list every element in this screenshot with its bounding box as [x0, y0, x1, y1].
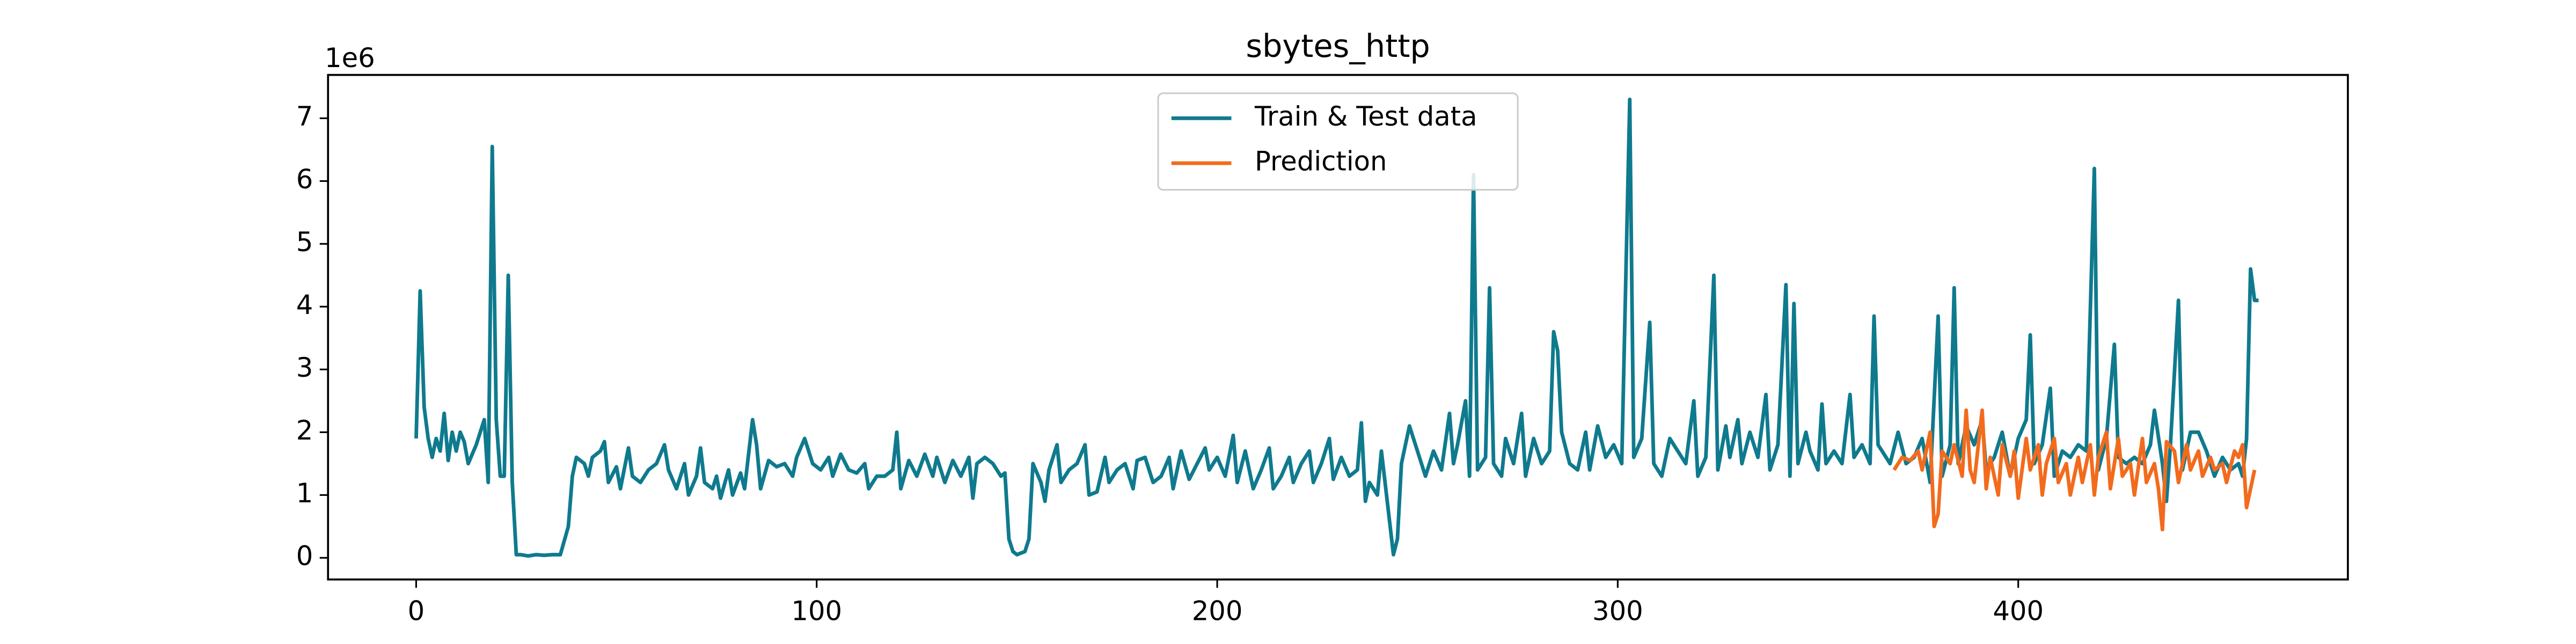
series-line — [1892, 408, 2257, 532]
y-tick-label: 0 — [296, 540, 313, 572]
x-tick-label: 100 — [791, 595, 842, 626]
x-tick-label: 400 — [1993, 595, 2044, 626]
x-tick-label: 0 — [408, 595, 425, 626]
x-tick-label: 200 — [1192, 595, 1243, 626]
y-tick-label: 2 — [296, 415, 313, 446]
y-tick-label: 1 — [296, 478, 313, 509]
legend-label: Train & Test data — [1254, 101, 1477, 132]
legend-box — [1157, 92, 1519, 191]
x-tick-label: 300 — [1592, 595, 1643, 626]
chart-title: sbytes_http — [1246, 27, 1430, 64]
plot-frame — [327, 74, 2349, 581]
y-tick-label: 5 — [296, 226, 313, 258]
y-tick-label: 4 — [296, 289, 313, 320]
y-tick-label: 3 — [296, 352, 313, 383]
y-offset-label: 1e6 — [325, 42, 375, 74]
y-tick-label: 6 — [296, 164, 313, 195]
series-line — [414, 97, 2259, 558]
legend-label: Prediction — [1255, 146, 1387, 177]
y-tick-label: 7 — [296, 101, 313, 132]
